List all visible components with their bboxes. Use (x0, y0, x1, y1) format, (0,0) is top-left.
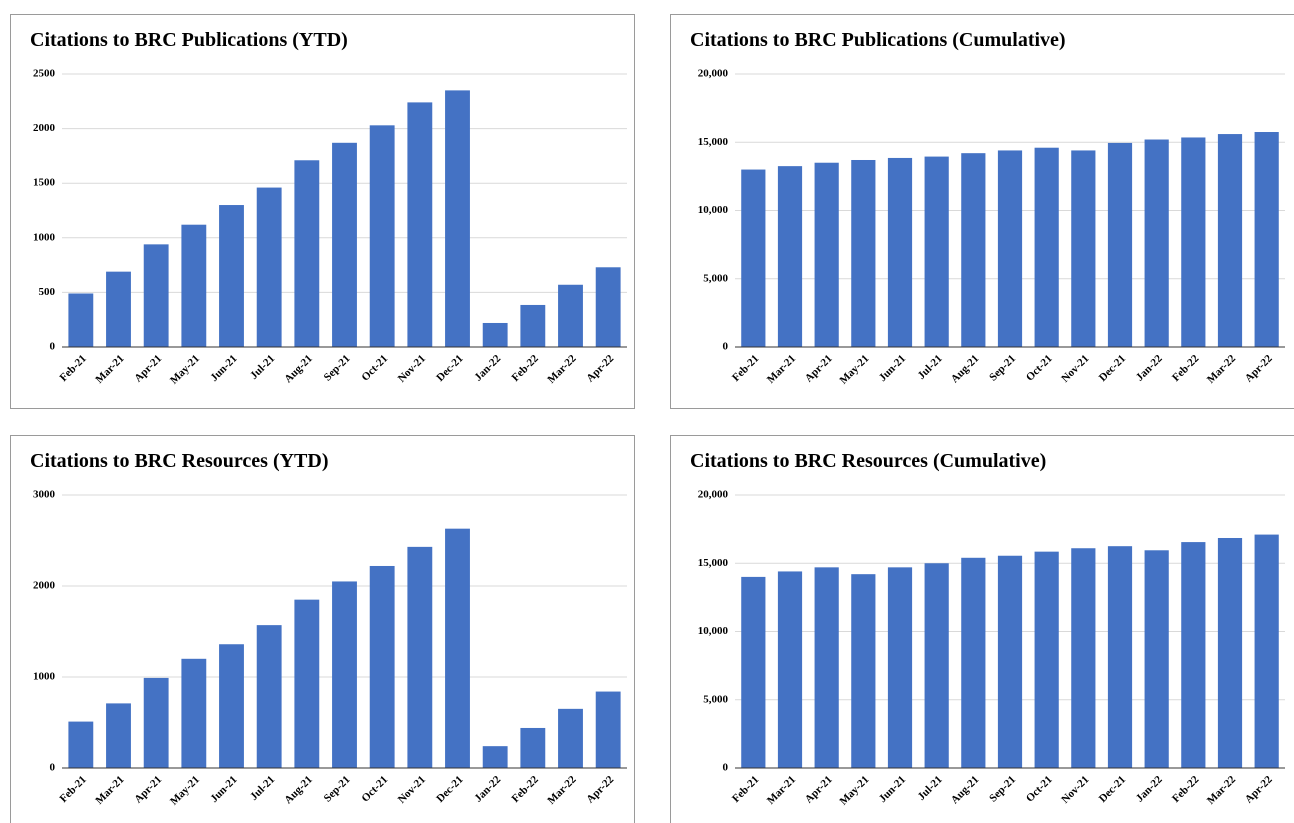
bar (106, 271, 131, 347)
y-tick-label: 2000 (33, 122, 56, 134)
bar (181, 224, 207, 347)
bar (924, 156, 949, 347)
y-tick-label: 1500 (33, 177, 56, 189)
bar (1217, 134, 1243, 347)
bar (482, 746, 508, 768)
bar (219, 644, 244, 768)
y-tick-label: 5,000 (703, 272, 728, 284)
bar (219, 205, 244, 347)
bar (332, 581, 357, 768)
bar (1071, 150, 1096, 347)
bar (1034, 147, 1059, 347)
bar (777, 571, 803, 768)
bar (1254, 534, 1279, 768)
bar (777, 166, 803, 347)
bar (887, 157, 913, 347)
bar (1071, 548, 1096, 768)
bar (106, 703, 131, 768)
bar (1144, 139, 1169, 347)
bar (445, 528, 470, 768)
bar (445, 90, 470, 347)
y-tick-label: 20,000 (698, 68, 729, 80)
bar (741, 169, 766, 347)
bar (181, 658, 207, 768)
bar (256, 625, 282, 768)
bar (558, 708, 583, 768)
bar (961, 153, 986, 347)
bar (558, 284, 583, 347)
y-tick-label: 0 (50, 762, 56, 774)
bar (1034, 551, 1059, 768)
y-tick-label: 2000 (33, 580, 56, 592)
bar (1107, 546, 1133, 768)
bar (924, 563, 949, 768)
chart-title: Citations to BRC Resources (Cumulative) (690, 450, 1046, 472)
bar (407, 102, 433, 347)
y-tick-label: 0 (50, 341, 56, 353)
bar (1254, 132, 1279, 347)
bar (595, 267, 621, 347)
bar (143, 244, 169, 347)
y-tick-label: 1000 (33, 671, 56, 683)
bar (256, 187, 282, 347)
bar (887, 567, 913, 768)
y-tick-label: 1000 (33, 231, 56, 243)
bar (520, 304, 546, 347)
bar (369, 125, 395, 347)
y-tick-label: 0 (723, 341, 729, 353)
bar (1107, 142, 1133, 347)
y-tick-label: 20,000 (698, 489, 729, 501)
bar (294, 599, 320, 768)
bar (332, 142, 357, 347)
bar (294, 160, 320, 347)
bar (407, 546, 433, 768)
y-tick-label: 0 (723, 762, 729, 774)
bar (1181, 137, 1206, 347)
y-tick-label: 500 (39, 286, 56, 298)
y-tick-label: 10,000 (698, 625, 729, 637)
bar (1217, 537, 1243, 768)
bar (68, 721, 94, 768)
y-tick-label: 5,000 (703, 693, 728, 705)
chart-title: Citations to BRC Publications (Cumulativ… (690, 29, 1066, 51)
bar (595, 691, 621, 768)
y-tick-label: 15,000 (698, 136, 729, 148)
bar (369, 565, 395, 768)
y-tick-label: 15,000 (698, 557, 729, 569)
bar (1181, 542, 1206, 768)
y-tick-label: 3000 (33, 489, 56, 501)
bar (814, 162, 839, 347)
bar (997, 555, 1023, 768)
bar (482, 322, 508, 347)
bar (851, 574, 876, 768)
chart-title: Citations to BRC Publications (YTD) (30, 29, 348, 51)
bar (1144, 550, 1169, 768)
bar (997, 150, 1023, 347)
bar (851, 159, 876, 347)
y-tick-label: 10,000 (698, 204, 729, 216)
chart-title: Citations to BRC Resources (YTD) (30, 450, 329, 472)
y-tick-label: 2500 (33, 68, 56, 80)
bar (520, 727, 546, 768)
bar (741, 576, 766, 768)
bar (143, 677, 169, 768)
bar (814, 567, 839, 768)
bar (961, 557, 986, 768)
bar (68, 293, 94, 347)
